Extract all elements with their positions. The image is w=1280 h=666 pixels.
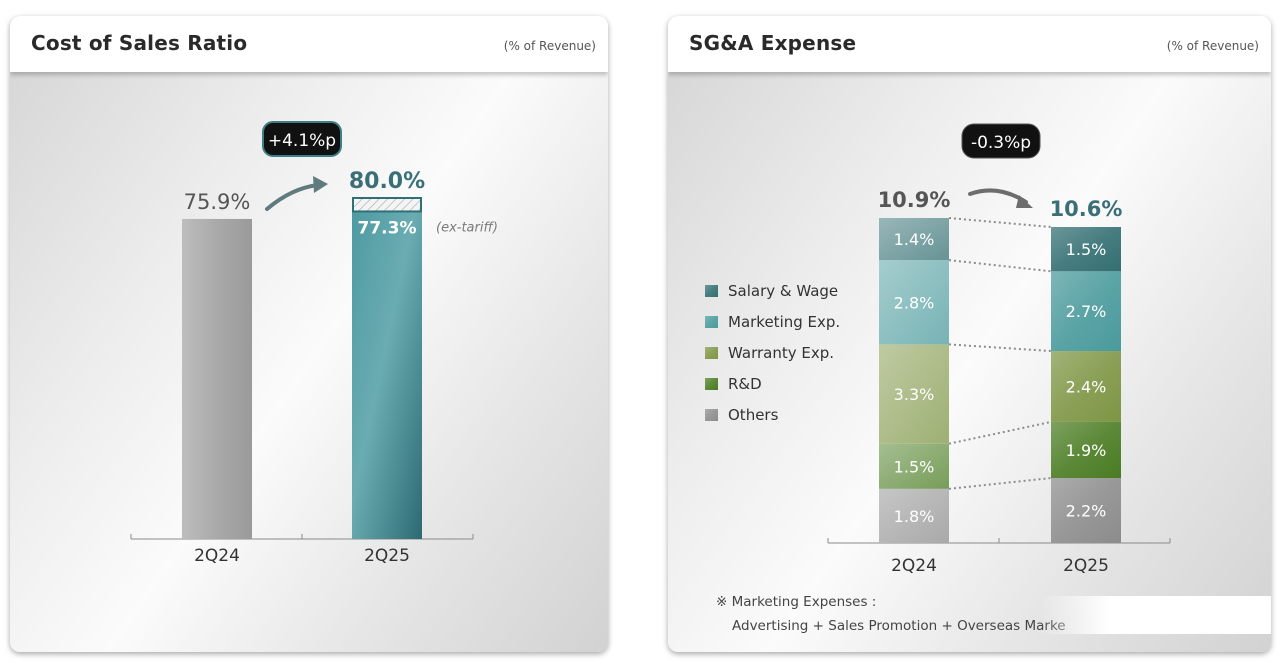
stack-segment-marketing-exp bbox=[1051, 271, 1121, 352]
segment-connector bbox=[948, 259, 1052, 273]
stack-segment-salary-wage bbox=[879, 218, 949, 261]
legend-label: Marketing Exp. bbox=[728, 313, 840, 331]
legend-label: Others bbox=[728, 406, 779, 424]
change-arrow-head bbox=[1016, 195, 1033, 208]
panel-header: Cost of Sales Ratio (% of Revenue) bbox=[10, 16, 608, 72]
legend-label: R&D bbox=[728, 375, 762, 393]
footnote-line-2: Advertising + Sales Promotion + Overseas… bbox=[732, 618, 1066, 634]
cost-of-sales-panel: Cost of Sales Ratio (% of Revenue) 75.9%… bbox=[10, 16, 608, 652]
stack-segment-marketing-exp bbox=[879, 260, 949, 345]
category-label: 2Q25 bbox=[364, 546, 410, 566]
segment-value-label: 2.7% bbox=[1066, 302, 1107, 321]
footnote-line-1: ※ Marketing Expenses : bbox=[716, 594, 877, 610]
stack-segment-others bbox=[1051, 478, 1121, 543]
change-badge-label: -0.3%p bbox=[971, 133, 1031, 153]
stack-segment-others bbox=[879, 488, 949, 543]
segment-connector bbox=[948, 420, 1052, 445]
stack-segment-r-d bbox=[879, 443, 949, 489]
segment-value-label: 2.8% bbox=[894, 293, 935, 312]
change-arrow-head bbox=[313, 176, 328, 193]
segment-value-label: 3.3% bbox=[894, 385, 935, 404]
legend-swatch bbox=[705, 409, 718, 421]
segment-value-label: 1.9% bbox=[1066, 441, 1107, 460]
change-badge bbox=[961, 123, 1041, 159]
stack-segment-salary-wage bbox=[1051, 227, 1121, 272]
category-label: 2Q24 bbox=[891, 556, 937, 576]
panel-header: SG&A Expense (% of Revenue) bbox=[668, 16, 1271, 72]
unit-note: (% of Revenue) bbox=[503, 39, 596, 53]
segment-value-label: 1.4% bbox=[894, 230, 935, 249]
legend-label: Salary & Wage bbox=[728, 282, 838, 300]
legend-swatch bbox=[705, 285, 718, 297]
legend-swatch bbox=[705, 316, 718, 328]
stack-segment-warranty-exp bbox=[1051, 351, 1121, 422]
tariff-hatched-segment bbox=[352, 197, 422, 213]
category-label: 2Q25 bbox=[1063, 556, 1109, 576]
stack-segment-warranty-exp bbox=[879, 344, 949, 444]
segment-connector bbox=[948, 217, 1052, 228]
segment-connector bbox=[948, 477, 1052, 490]
bar-2q25 bbox=[352, 211, 422, 540]
change-badge-label: +4.1%p bbox=[268, 131, 336, 151]
change-arrow bbox=[265, 183, 320, 211]
sga-expense-chart: 1.8% 1.5% 3.3% 2.8% 1.4% 10.9% 2Q24 2.2% 1.9% 2.4… bbox=[705, 123, 1171, 576]
sga-expense-panel: SG&A Expense (% of Revenue) 1.8% 1.5% 3.3%… bbox=[668, 16, 1271, 652]
legend-swatch bbox=[705, 378, 718, 390]
change-badge bbox=[262, 121, 342, 157]
segment-value-label: 1.8% bbox=[894, 507, 935, 526]
segment-value-label: 2.2% bbox=[1066, 502, 1107, 521]
segment-connector bbox=[948, 343, 1052, 353]
bar-value-label: 80.0% bbox=[349, 169, 425, 194]
chart-title: Cost of Sales Ratio bbox=[31, 31, 248, 55]
unit-note: (% of Revenue) bbox=[1166, 39, 1259, 53]
segment-value-label: 1.5% bbox=[894, 457, 935, 476]
legend-swatch bbox=[705, 347, 718, 359]
bar-2q24 bbox=[182, 218, 252, 539]
blurred-area bbox=[1040, 596, 1271, 634]
change-arrow bbox=[968, 188, 1028, 204]
ex-tariff-note: (ex-tariff) bbox=[436, 220, 498, 235]
category-label: 2Q24 bbox=[194, 546, 240, 566]
ex-tariff-value-label: 77.3% bbox=[358, 218, 417, 238]
chart-title: SG&A Expense bbox=[689, 31, 857, 55]
legend-label: Warranty Exp. bbox=[728, 344, 834, 362]
stack-segment-r-d bbox=[1051, 421, 1121, 479]
segment-value-label: 2.4% bbox=[1066, 377, 1107, 396]
total-value-label: 10.9% bbox=[878, 188, 951, 212]
cost-of-sales-chart: 75.9% 80.0% 77.3% (ex-tariff) 2Q24 2Q25 +4.1%p bbox=[130, 121, 498, 566]
bar-value-label: 75.9% bbox=[184, 190, 251, 214]
total-value-label: 10.6% bbox=[1050, 197, 1123, 221]
segment-value-label: 1.5% bbox=[1066, 240, 1107, 259]
